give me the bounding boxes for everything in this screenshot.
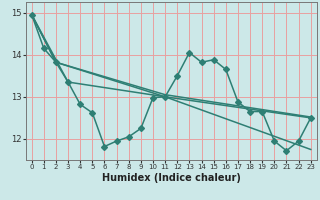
X-axis label: Humidex (Indice chaleur): Humidex (Indice chaleur) bbox=[102, 173, 241, 183]
